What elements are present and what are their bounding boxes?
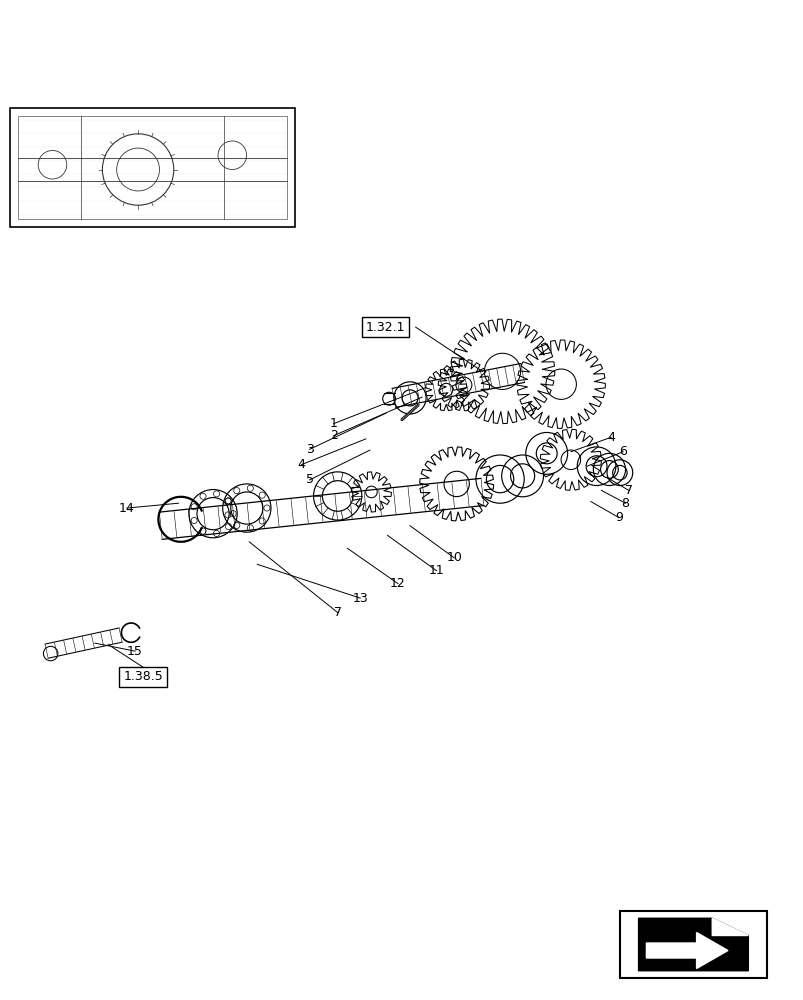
- Text: 4: 4: [606, 431, 614, 444]
- Bar: [18, 116, 287, 219]
- Text: 7: 7: [333, 606, 341, 619]
- Text: 9: 9: [614, 511, 622, 524]
- Bar: [10, 108, 295, 227]
- Text: 2: 2: [329, 429, 337, 442]
- Text: 11: 11: [428, 564, 444, 577]
- Text: 1.32.1: 1.32.1: [365, 321, 406, 334]
- Text: 15: 15: [127, 645, 143, 658]
- Polygon shape: [646, 932, 727, 968]
- Polygon shape: [638, 918, 748, 971]
- Text: 8: 8: [621, 497, 629, 510]
- Text: 5: 5: [305, 473, 313, 486]
- Text: 13: 13: [352, 592, 368, 605]
- Text: 4: 4: [297, 458, 305, 471]
- Text: 1: 1: [329, 417, 337, 430]
- Text: 6: 6: [618, 445, 626, 458]
- Text: 12: 12: [389, 577, 406, 590]
- Text: 3: 3: [305, 443, 313, 456]
- Text: 7: 7: [624, 484, 632, 497]
- Text: 14: 14: [119, 502, 135, 515]
- Polygon shape: [711, 918, 748, 936]
- Text: 10: 10: [446, 551, 462, 564]
- Text: 1.38.5: 1.38.5: [123, 670, 163, 683]
